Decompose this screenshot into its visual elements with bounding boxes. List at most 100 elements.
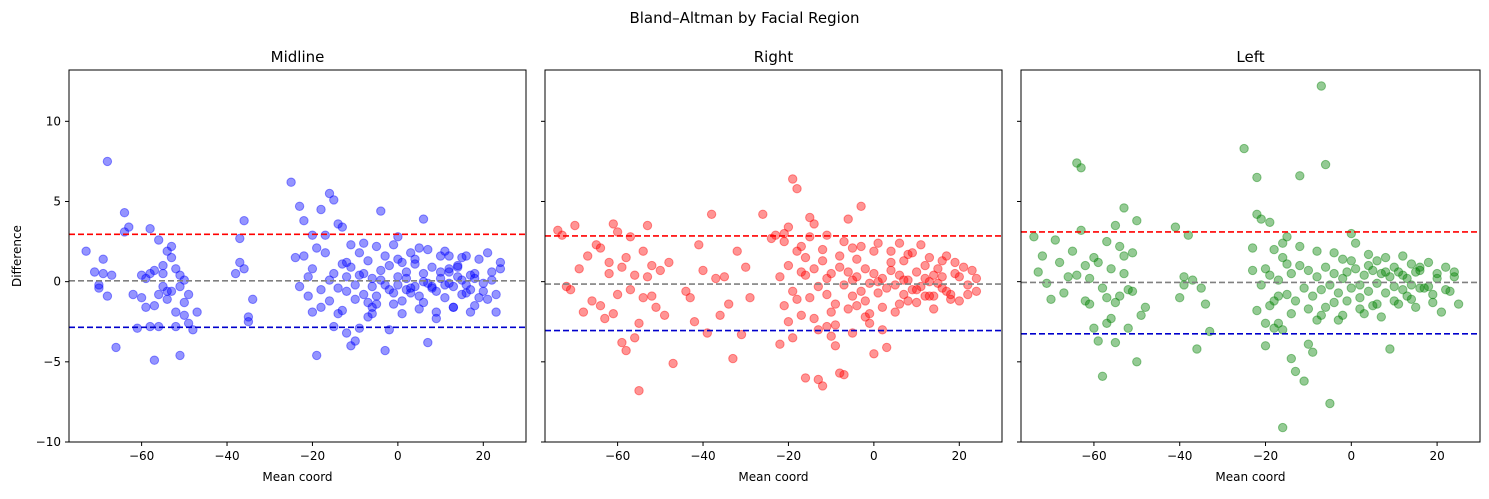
data-point [414, 304, 424, 314]
data-point [612, 289, 623, 300]
x-axis-label: Mean coord [262, 470, 332, 484]
data-point [243, 312, 254, 322]
scatter-series [553, 174, 982, 396]
data-point [830, 299, 841, 309]
data-point [397, 309, 407, 319]
data-point [822, 289, 832, 300]
data-point [873, 238, 883, 248]
data-point [158, 281, 168, 292]
data-point [1106, 313, 1116, 324]
data-point [1110, 297, 1121, 308]
data-point [839, 280, 849, 290]
data-point [847, 275, 858, 285]
data-point [796, 241, 806, 252]
data-point [495, 264, 506, 274]
data-point [397, 296, 407, 306]
data-point [183, 289, 194, 300]
data-point [303, 291, 313, 301]
data-point [1415, 283, 1425, 293]
axes-frame [68, 69, 527, 443]
y-tick-label: −10 [36, 435, 61, 449]
data-point [1398, 285, 1408, 295]
data-point [111, 342, 121, 353]
data-point [1423, 281, 1434, 292]
x-tick-label: −20 [1253, 449, 1278, 463]
data-point [903, 296, 913, 306]
data-point [1338, 254, 1348, 264]
data-point [732, 246, 742, 256]
data-point [487, 267, 497, 277]
data-point [307, 307, 318, 317]
data-point [444, 264, 454, 274]
y-axis-label: Difference [10, 225, 24, 287]
data-point [843, 304, 853, 314]
data-point [1093, 336, 1103, 346]
data-point [1376, 312, 1387, 322]
data-point [1260, 318, 1271, 328]
data-point [796, 310, 806, 320]
data-point [367, 281, 377, 292]
data-point [1115, 291, 1125, 301]
data-point [440, 293, 450, 303]
data-point [835, 262, 845, 272]
data-point [337, 305, 347, 316]
data-point [1350, 264, 1361, 274]
data-point [864, 309, 875, 319]
data-point [958, 262, 969, 272]
data-point [817, 244, 828, 255]
data-point [1119, 268, 1129, 279]
x-axis-label: Mean coord [1215, 470, 1285, 484]
data-point [89, 267, 100, 277]
data-point [1286, 268, 1297, 279]
data-point [410, 281, 420, 292]
data-point [132, 323, 143, 333]
data-point [175, 281, 185, 292]
data-point [145, 224, 155, 234]
data-point [299, 216, 309, 226]
data-point [1398, 251, 1408, 261]
data-point [647, 291, 657, 301]
data-point [668, 358, 678, 369]
data-point [1428, 297, 1438, 308]
data-point [1393, 267, 1404, 277]
data-point [741, 262, 751, 272]
data-point [1359, 270, 1369, 280]
data-point [1290, 366, 1301, 377]
data-point [963, 289, 973, 300]
data-point [1350, 238, 1361, 248]
data-point [835, 251, 845, 261]
data-point [337, 259, 347, 269]
data-point [1089, 252, 1099, 263]
data-point [826, 268, 836, 279]
data-point [1449, 267, 1460, 277]
data-point [813, 374, 823, 385]
data-point [775, 339, 785, 349]
data-point [1265, 301, 1275, 311]
data-point [950, 257, 960, 268]
data-point [869, 268, 879, 279]
data-point [963, 280, 973, 290]
data-point [1346, 283, 1357, 293]
data-point [830, 320, 841, 330]
data-point [783, 317, 794, 327]
data-point [1273, 291, 1284, 301]
data-point [1252, 209, 1262, 220]
data-point [954, 272, 964, 282]
data-point [1252, 305, 1262, 316]
data-point [410, 254, 420, 264]
data-point [162, 246, 172, 256]
x-axis-label: Mean coord [738, 470, 808, 484]
data-point [1196, 283, 1206, 293]
data-point [1072, 270, 1082, 280]
data-point [341, 286, 352, 296]
data-point [899, 289, 909, 300]
data-point [1170, 222, 1181, 232]
subplot-title: Right [754, 48, 794, 66]
axes-frame [544, 69, 1003, 443]
data-point [1342, 267, 1352, 277]
x-tick-label: −40 [1167, 449, 1192, 463]
data-point [1046, 294, 1056, 304]
data-point [659, 310, 670, 320]
data-point [1084, 299, 1095, 309]
data-point [1059, 288, 1069, 298]
